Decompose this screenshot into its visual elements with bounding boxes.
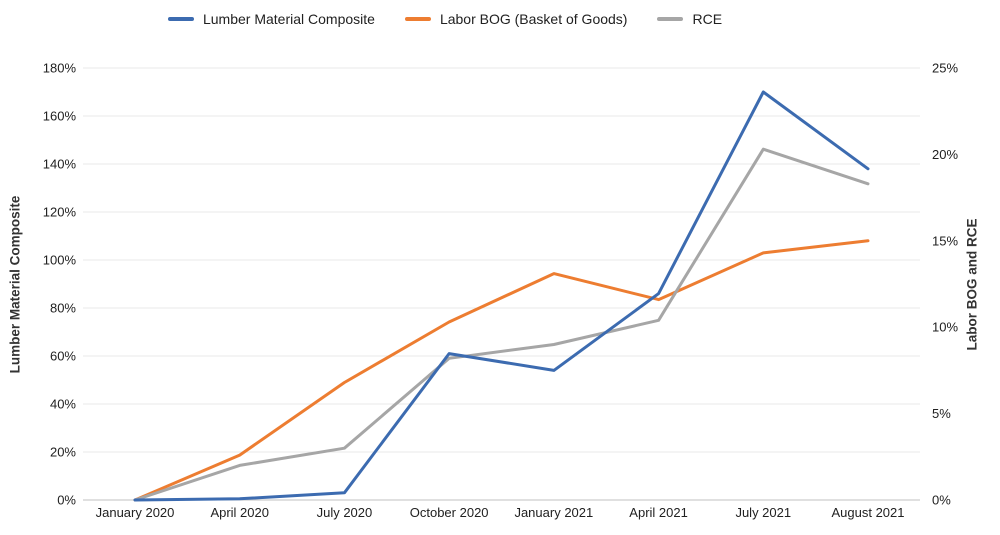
y-axis-tick-right: 20%	[932, 147, 958, 162]
legend-label: Lumber Material Composite	[202, 11, 375, 27]
legend-label: Labor BOG (Basket of Goods)	[439, 11, 628, 27]
x-axis-tick: April 2021	[629, 505, 688, 520]
legend-item-rce: RCE	[657, 11, 722, 27]
y-axis-tick-right: 15%	[932, 233, 958, 248]
y-axis-tick-left: 120%	[43, 205, 77, 220]
x-axis-tick: January 2021	[514, 505, 593, 520]
x-axis-tick: January 2020	[96, 505, 175, 520]
y-axis-tick-left: 20%	[50, 445, 76, 460]
legend-swatch-rce	[657, 17, 684, 21]
legend-item-lumber-material-composite: Lumber Material Composite	[167, 11, 375, 27]
x-axis-tick: April 2020	[210, 505, 269, 520]
y-axis-tick-left: 80%	[50, 301, 76, 316]
series-line-labor-bog-basket-of-goods	[133, 239, 870, 502]
y-axis-tick-left: 140%	[43, 157, 77, 172]
y-axis-tick-left: 160%	[43, 109, 77, 124]
y-axis-tick-right: 5%	[932, 406, 951, 421]
x-axis-tick: October 2020	[410, 505, 489, 520]
series-line-rce	[133, 147, 870, 502]
y-axis-tick-right: 0%	[932, 493, 951, 508]
x-axis-tick: July 2020	[317, 505, 373, 520]
x-axis-tick: July 2021	[735, 505, 791, 520]
legend-swatch-labor-bog	[404, 17, 431, 21]
y-axis-tick-left: 40%	[50, 397, 76, 412]
legend-swatch-lumber-material-composite	[167, 17, 194, 21]
y-axis-tick-left: 180%	[43, 61, 77, 76]
y-axis-tick-right: 25%	[932, 61, 958, 76]
y-axis-tick-left: 0%	[57, 493, 76, 508]
y-axis-tick-right: 10%	[932, 320, 958, 335]
x-axis-tick: August 2021	[831, 505, 904, 520]
series-line-lumber-material-composite	[133, 90, 870, 502]
legend-item-labor-bog: Labor BOG (Basket of Goods)	[404, 11, 628, 27]
legend-label: RCE	[692, 11, 723, 27]
y-axis-tick-left: 100%	[43, 253, 77, 268]
legend: Lumber Material Composite Labor BOG (Bas…	[0, 8, 1000, 30]
y-axis-tick-left: 60%	[50, 349, 76, 364]
